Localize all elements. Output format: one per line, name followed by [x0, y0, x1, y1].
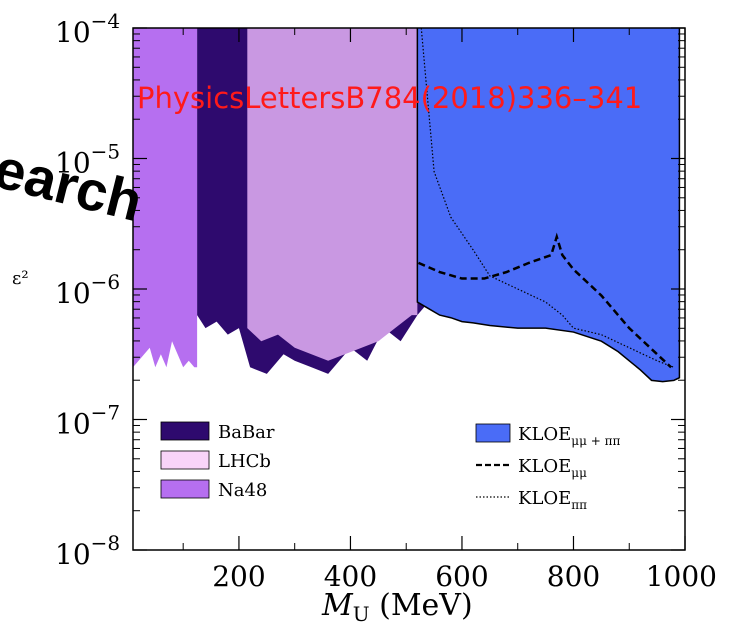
legend-swatch-babar — [160, 421, 210, 441]
legend-left: BaBar LHCb Na48 — [160, 421, 275, 501]
series-kloe-combined-boundary — [416, 28, 681, 383]
series-kloe-pipi-line — [420, 28, 675, 368]
x-axis-title: MU (MeV) — [321, 588, 473, 626]
y-tick-label: 10−6 — [55, 270, 120, 310]
exclusion-areas — [133, 28, 681, 383]
x-tick-label: 400 — [324, 560, 377, 593]
series-na48-area — [133, 28, 198, 368]
legend-label-babar: BaBar — [218, 422, 275, 443]
legend-swatch-lhcb — [160, 450, 210, 470]
x-tick-label: 800 — [547, 560, 600, 593]
x-tick-labels: 200 400 600 800 1000 — [212, 560, 717, 593]
x-tick-label: 1000 — [646, 560, 717, 593]
journal-watermark: PhysicsLettersB784(2018)336–341 — [137, 81, 642, 115]
series-kloe-mumu-line — [417, 232, 672, 369]
y-tick-label: 10−7 — [55, 401, 120, 441]
series-kloe-combined-area — [417, 28, 680, 382]
x-axis-title-sub: U — [353, 602, 370, 626]
y-axis-title: ε² — [12, 268, 29, 289]
axis-ticks — [133, 27, 686, 551]
y-tick-labels: 10−4 10−5 10−6 10−7 10−8 — [55, 9, 120, 571]
legend-swatch-kloe_comb — [475, 423, 511, 443]
x-axis-title-unit: (MeV) — [370, 588, 473, 623]
legend-label-kloe_comb: KLOEμμ + ππ — [518, 424, 620, 448]
legend-label-na48: Na48 — [218, 480, 267, 501]
y-tick-label: 10−5 — [55, 140, 120, 180]
y-tick-label: 10−4 — [55, 9, 120, 49]
legend-label-kloe_mumu: KLOEμμ — [518, 456, 587, 480]
legend-label-kloe_pipi: KLOEππ — [518, 488, 587, 512]
legend-swatch-na48 — [160, 479, 210, 499]
legend-label-lhcb: LHCb — [218, 451, 271, 472]
legend-right: KLOEμμ + ππ KLOEμμ KLOEππ — [475, 423, 620, 512]
x-tick-label: 600 — [435, 560, 488, 593]
y-tick-label: 10−8 — [55, 531, 120, 571]
x-tick-label: 200 — [212, 560, 265, 593]
x-axis-title-main: M — [321, 588, 354, 623]
series-lhcb-area — [247, 28, 418, 361]
